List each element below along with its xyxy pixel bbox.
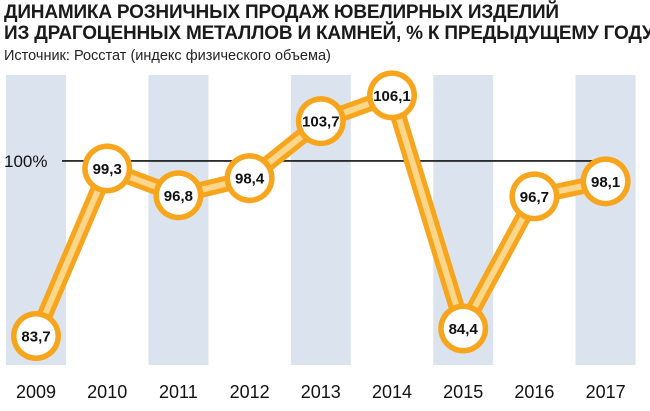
x-tick-label-2016: 2016 — [514, 382, 554, 402]
data-point-2012 — [230, 158, 270, 198]
data-point-2010 — [87, 148, 127, 188]
data-point-2009 — [16, 316, 56, 356]
data-point-2017 — [586, 161, 626, 201]
data-label-2014: 106,1 — [373, 88, 411, 105]
x-tick-label-2011: 2011 — [159, 382, 198, 402]
x-tick-label-2010: 2010 — [87, 382, 127, 402]
x-tick-label-2009: 2009 — [16, 382, 56, 402]
data-label-2013: 103,7 — [302, 114, 340, 131]
x-tick-label-2014: 2014 — [372, 382, 412, 402]
data-point-2016 — [514, 176, 554, 216]
x-tick-label-2012: 2012 — [230, 382, 270, 402]
data-label-2017: 98,1 — [591, 174, 620, 191]
x-tick-label-2015: 2015 — [443, 382, 483, 402]
data-label-2011: 96,8 — [164, 188, 193, 205]
chart-title-line-1: ДИНАМИКА РОЗНИЧНЫХ ПРОДАЖ ЮВЕЛИРНЫХ ИЗДЕ… — [4, 2, 559, 23]
data-point-2014 — [372, 75, 412, 115]
data-label-2012: 98,4 — [235, 171, 265, 188]
data-point-2011 — [158, 175, 198, 215]
reference-line-label: 100% — [4, 152, 47, 171]
data-point-2013 — [301, 101, 341, 141]
data-label-2010: 99,3 — [93, 161, 122, 178]
data-point-2015 — [443, 308, 483, 348]
data-label-2016: 96,7 — [520, 189, 549, 206]
data-label-2015: 84,4 — [449, 321, 479, 338]
chart-title-line-2: ИЗ ДРАГОЦЕННЫХ МЕТАЛЛОВ И КАМНЕЙ, % К ПР… — [4, 23, 650, 44]
x-tick-label-2017: 2017 — [586, 382, 626, 402]
x-tick-label-2013: 2013 — [301, 382, 341, 402]
column-band-2017 — [575, 75, 636, 365]
data-label-2009: 83,7 — [21, 329, 50, 346]
chart-title: ДИНАМИКА РОЗНИЧНЫХ ПРОДАЖ ЮВЕЛИРНЫХ ИЗДЕ… — [4, 2, 650, 44]
chart-source: Источник: Росстат (индекс физического об… — [4, 48, 331, 64]
